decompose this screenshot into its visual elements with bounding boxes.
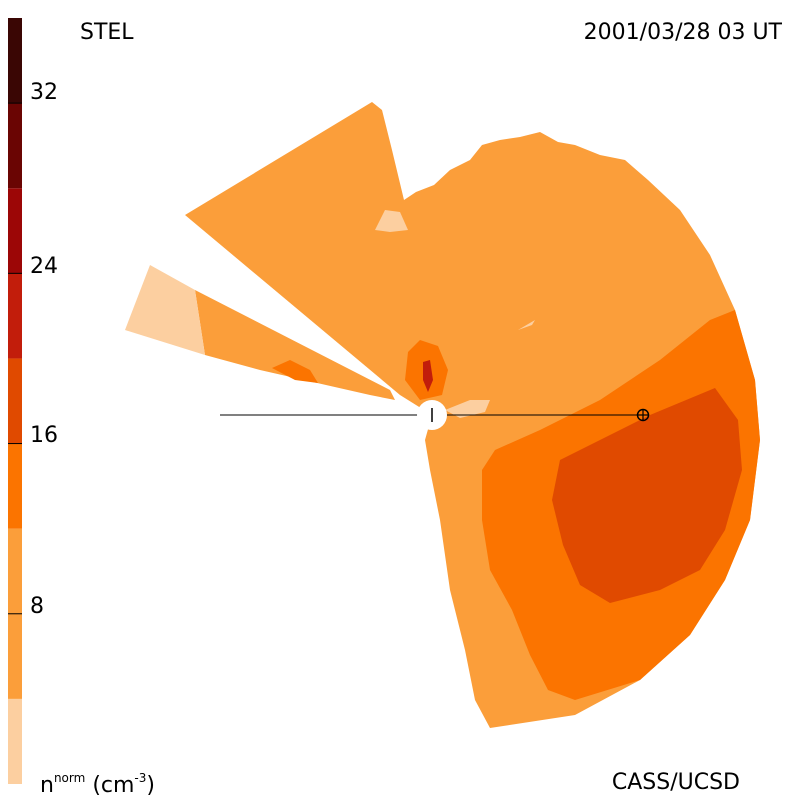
density-colorbar [8,18,22,784]
colorbar-tick-label-8: 8 [30,594,44,619]
density-region-left-wedge [195,290,395,400]
colorbar-band-7 [8,18,22,104]
colorbar-band-0 [8,698,22,784]
density-region-far-wedge [125,265,205,355]
density-region-light-spot [375,210,408,232]
colorbar-band-5 [8,188,22,274]
density-region-light-fleck [518,320,535,330]
density-region-light-streak [445,400,490,418]
credit-label: CASS/UCSD [611,770,740,795]
timestamp-label: 2001/03/28 03 UT [583,20,782,45]
colorbar-band-6 [8,103,22,189]
instrument-label: STEL [80,20,134,45]
colorbar-band-3 [8,358,22,444]
colorbar-unit-label: nnorm (cm-3) [40,771,155,798]
colorbar-band-2 [8,443,22,529]
colorbar-tick-label-16: 16 [30,423,58,448]
colorbar-tick-label-24: 24 [30,254,58,279]
colorbar-tick-label-32: 32 [30,80,58,105]
density-region-left-spot [272,360,318,383]
colorbar-band-4 [8,273,22,359]
density-region-sun-core [423,360,433,392]
density-region-high [552,388,742,603]
earth-circle-cross-icon [636,408,650,422]
